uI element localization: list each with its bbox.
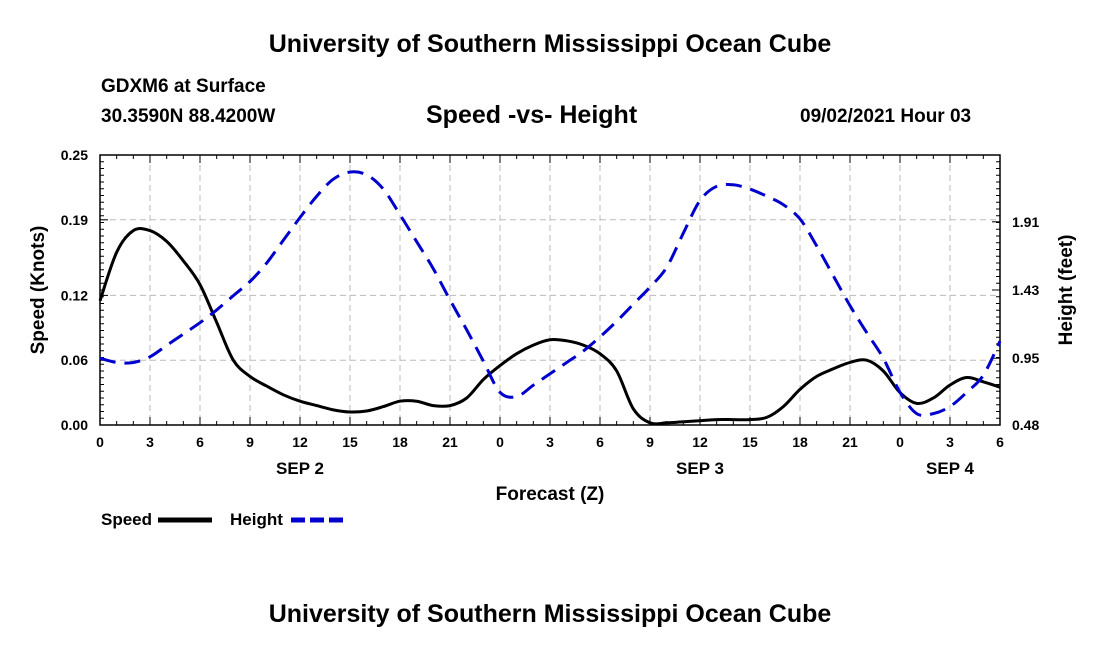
chart-legend: Speed Height (101, 510, 343, 529)
station-coordinates: 30.3590N 88.4200W (101, 106, 276, 127)
height-series-line (99, 170, 1002, 417)
page-title: University of Southern Mississippi Ocean… (268, 30, 832, 58)
x-axis-title: Forecast (Z) (496, 484, 605, 505)
x-tick-label: 12 (292, 434, 308, 450)
y-tick-label: 0.12 (61, 287, 88, 303)
y-tick-label: 0.06 (61, 352, 88, 368)
y-tick-label: 0.19 (61, 212, 88, 228)
y2-tick-label: 1.91 (1012, 214, 1039, 230)
grid-lines (100, 155, 1000, 425)
x-tick-label: 9 (246, 434, 254, 450)
footer-title: University of Southern Mississippi Ocean… (268, 600, 832, 628)
y-tick-label: 0.25 (61, 147, 88, 163)
x-tick-label: 6 (596, 434, 604, 450)
speed-series-line (98, 227, 1001, 426)
x-tick-label: 21 (442, 434, 458, 450)
series-layer (98, 170, 1002, 426)
y2-axis-title: Height (feet) (1056, 235, 1077, 346)
x-tick-label: 18 (392, 434, 408, 450)
x-tick-label: 0 (896, 434, 904, 450)
day-label: SEP 2 (276, 459, 324, 478)
day-label: SEP 4 (926, 459, 974, 478)
x-tick-label: 15 (742, 434, 758, 450)
x-tick-label: 6 (996, 434, 1004, 450)
x-tick-label: 21 (842, 434, 858, 450)
x-tick-label: 12 (692, 434, 708, 450)
y2-tick-label: 1.43 (1012, 282, 1039, 298)
y2-tick-label: 0.95 (1012, 350, 1039, 366)
axis-labels: 0 3 6 9 12 15 18 21 0 3 6 9 12 15 18 21 0 3 6 0.00 0.06 0.12 0… (28, 147, 1077, 505)
day-label: SEP 3 (676, 459, 724, 478)
station-name: GDXM6 at Surface (101, 76, 266, 97)
x-tick-label: 3 (146, 434, 154, 450)
x-tick-label: 15 (342, 434, 358, 450)
y-tick-label: 0.00 (61, 417, 88, 433)
x-tick-label: 9 (646, 434, 654, 450)
x-tick-label: 18 (792, 434, 808, 450)
y-axis-title: Speed (Knots) (28, 226, 49, 355)
y2-tick-label: 0.48 (1012, 417, 1039, 433)
chart-title: Speed -vs- Height (426, 101, 638, 129)
x-tick-label: 3 (546, 434, 554, 450)
x-tick-label: 6 (196, 434, 204, 450)
forecast-timestamp: 09/02/2021 Hour 03 (800, 106, 972, 127)
plot-frame (99, 154, 1001, 426)
x-tick-label: 3 (946, 434, 954, 450)
x-tick-label: 0 (496, 434, 504, 450)
chart-axes (99, 154, 1001, 426)
legend-height-label: Height (230, 510, 283, 529)
x-tick-label: 0 (96, 434, 104, 450)
legend-speed-label: Speed (101, 510, 152, 529)
